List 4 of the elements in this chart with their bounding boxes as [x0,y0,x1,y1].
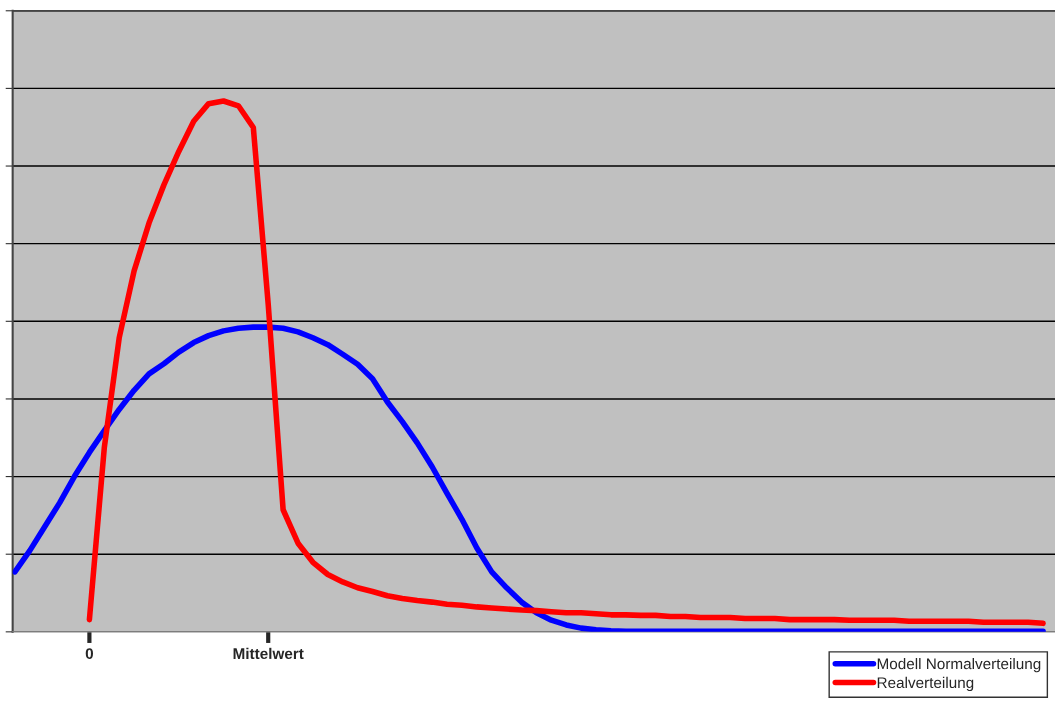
x-tick-label: Mittelwert [233,647,304,660]
legend-label: Modell Normalverteilung [877,658,1041,673]
x-tick-label: 0 [85,648,94,660]
legend-label: Realverteilung [877,676,974,692]
